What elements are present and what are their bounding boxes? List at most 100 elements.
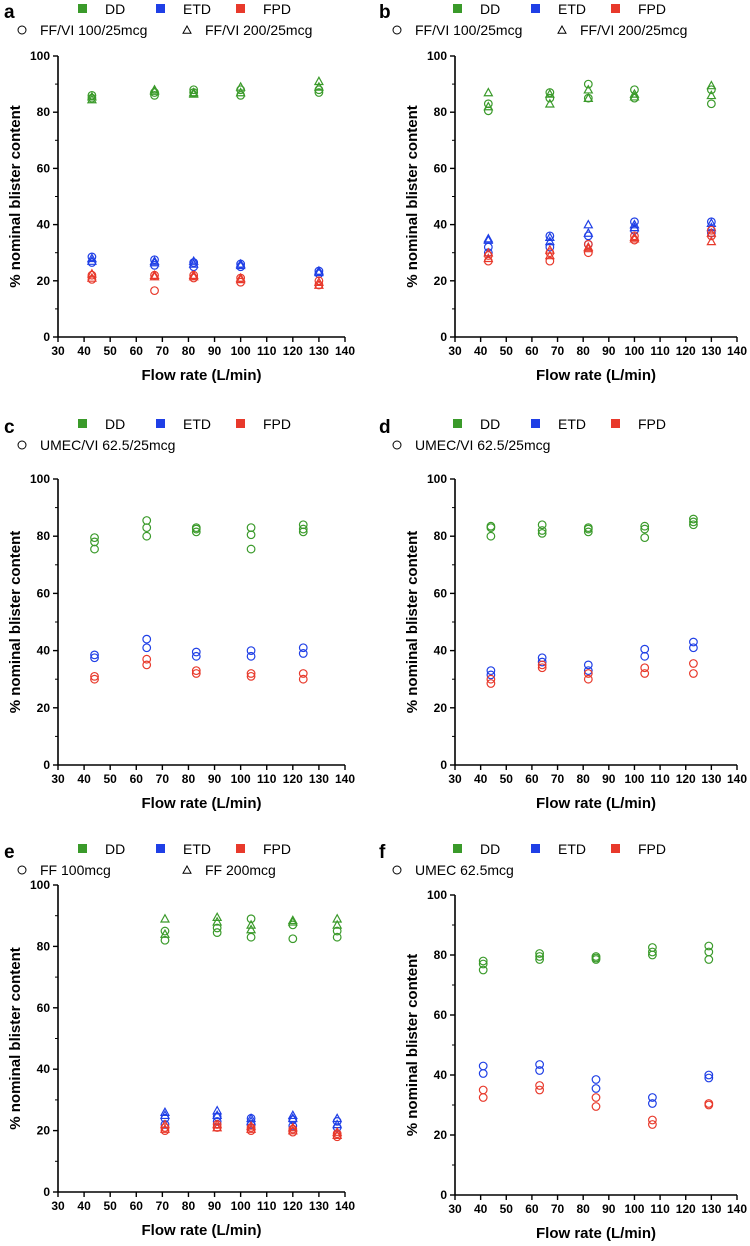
legend-swatch-etd — [531, 419, 540, 428]
data-point-fpd — [648, 1120, 657, 1129]
data-point-etd — [90, 653, 99, 663]
panel-letter: c — [4, 417, 15, 438]
data-point-fpd — [545, 256, 555, 266]
data-point-dd — [704, 947, 714, 957]
data-point-dd — [246, 919, 257, 929]
y-tick-label: 100 — [427, 472, 447, 486]
data-point-fpd — [583, 241, 594, 251]
y-tick-label: 100 — [30, 878, 50, 892]
y-tick-label: 40 — [37, 644, 51, 658]
x-tick-label: 90 — [602, 344, 616, 358]
data-point-fpd — [298, 669, 308, 678]
x-tick-label: 70 — [551, 344, 565, 358]
data-point-fpd — [706, 236, 717, 246]
x-tick-label: 130 — [309, 772, 329, 786]
x-tick-label: 60 — [130, 1199, 144, 1213]
legend-marker-label: FF/VI 200/25mcg — [205, 22, 312, 38]
data-point-etd — [648, 1099, 657, 1108]
x-tick-label: 130 — [309, 344, 329, 358]
legend-marker-circle — [392, 25, 402, 35]
y-tick-label: 80 — [434, 105, 448, 119]
data-point-etd — [630, 217, 639, 227]
data-point-fpd — [706, 225, 716, 235]
data-point-fpd — [478, 1085, 488, 1095]
x-tick-label: 30 — [448, 772, 462, 786]
data-point-dd — [689, 514, 698, 524]
data-point-fpd — [583, 674, 593, 684]
data-point-dd — [583, 523, 593, 533]
data-point-dd — [90, 544, 99, 554]
y-tick-label: 0 — [440, 330, 447, 344]
data-point-dd — [235, 81, 246, 91]
y-tick-label: 80 — [434, 948, 448, 962]
y-axis-title: % nominal blister content — [7, 947, 24, 1130]
y-tick-label: 20 — [37, 1124, 51, 1138]
x-tick-label: 90 — [602, 1202, 616, 1216]
data-point-fpd — [583, 239, 593, 249]
data-point-etd — [149, 257, 160, 267]
data-point-dd — [640, 521, 650, 531]
data-point-dd — [188, 88, 199, 98]
data-point-fpd — [640, 669, 650, 678]
data-point-fpd — [142, 654, 152, 664]
data-point-dd — [298, 520, 308, 530]
x-tick-label: 130 — [309, 1199, 329, 1213]
data-point-dd — [706, 99, 716, 109]
x-tick-label: 110 — [650, 1202, 670, 1216]
data-point-dd — [212, 911, 223, 922]
x-tick-label: 140 — [727, 1202, 747, 1216]
legend-swatch-dd — [453, 419, 462, 428]
data-point-etd — [191, 647, 201, 657]
data-point-etd — [288, 1121, 298, 1131]
legend-label-etd: ETD — [183, 1, 211, 17]
data-point-fpd — [478, 1093, 488, 1102]
data-point-dd — [246, 544, 256, 554]
data-point-dd — [149, 85, 160, 95]
data-point-fpd — [689, 669, 698, 678]
data-point-fpd — [629, 233, 640, 243]
data-point-dd — [535, 955, 545, 964]
data-point-etd — [583, 660, 593, 670]
data-point-fpd — [483, 253, 494, 263]
legend-swatch-fpd — [611, 4, 620, 13]
data-point-dd — [246, 932, 256, 942]
data-point-etd — [188, 258, 199, 268]
data-point-fpd — [160, 1126, 170, 1136]
x-tick-label: 70 — [156, 1199, 170, 1213]
legend-marker-label: FF 100mcg — [40, 862, 111, 878]
data-point-dd — [332, 919, 343, 929]
x-tick-label: 30 — [51, 1199, 65, 1213]
data-point-fpd — [537, 660, 547, 670]
legend-marker-circle — [17, 865, 27, 875]
data-point-fpd — [332, 1132, 342, 1142]
data-point-etd — [535, 1066, 545, 1075]
legend-marker-label: UMEC/VI 62.5/25mcg — [415, 437, 550, 453]
x-tick-label: 110 — [257, 772, 277, 786]
data-point-dd — [706, 90, 717, 100]
x-tick-label: 120 — [283, 772, 303, 786]
x-tick-label: 60 — [525, 1202, 539, 1216]
data-point-dd — [142, 516, 152, 525]
data-point-etd — [640, 644, 650, 654]
data-point-fpd — [486, 679, 496, 688]
data-point-etd — [483, 233, 494, 243]
x-tick-label: 80 — [182, 1199, 196, 1213]
data-point-dd — [150, 90, 159, 100]
y-tick-label: 20 — [37, 701, 51, 715]
data-point-dd — [246, 523, 256, 533]
x-tick-label: 90 — [602, 772, 616, 786]
legend-swatch-fpd — [611, 844, 620, 853]
data-point-fpd — [150, 286, 159, 296]
data-point-etd — [583, 227, 594, 237]
data-point-etd — [537, 657, 547, 667]
data-point-fpd — [191, 666, 201, 676]
data-point-etd — [483, 234, 494, 244]
data-point-etd — [648, 1093, 657, 1102]
legend-marker-triangle — [182, 24, 192, 34]
y-tick-label: 0 — [440, 1188, 447, 1202]
data-point-dd — [629, 88, 640, 98]
data-point-etd — [287, 1110, 298, 1120]
data-point-fpd — [591, 1093, 601, 1102]
data-point-dd — [142, 523, 152, 533]
data-point-fpd — [332, 1126, 343, 1136]
